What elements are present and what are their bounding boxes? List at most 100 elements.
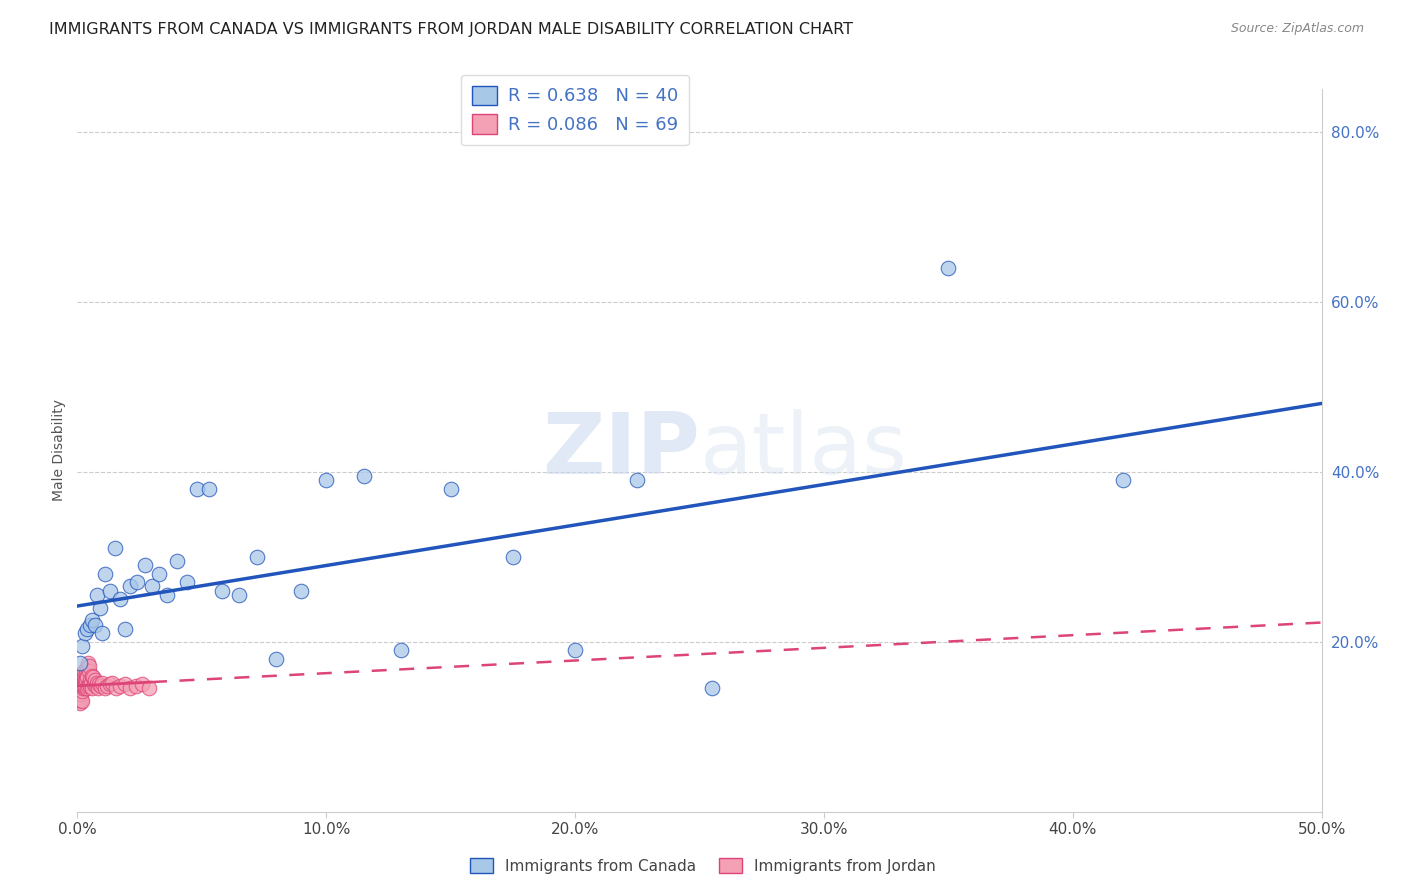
Point <box>156 588 179 602</box>
Point <box>101 675 124 690</box>
Point <box>87 681 110 696</box>
Point <box>70 694 93 708</box>
Point <box>73 670 96 684</box>
Point <box>73 667 96 681</box>
Point <box>86 675 108 690</box>
Point <box>114 677 136 691</box>
Point <box>77 665 100 679</box>
Point <box>131 677 153 691</box>
Point <box>439 482 461 496</box>
Point <box>82 670 104 684</box>
Point <box>700 681 723 696</box>
Point <box>77 677 100 691</box>
Legend: R = 0.638   N = 40, R = 0.086   N = 69: R = 0.638 N = 40, R = 0.086 N = 69 <box>461 75 689 145</box>
Point <box>166 554 188 568</box>
Point <box>67 683 90 698</box>
Point <box>76 622 98 636</box>
Legend: Immigrants from Canada, Immigrants from Jordan: Immigrants from Canada, Immigrants from … <box>464 852 942 880</box>
Point <box>134 558 156 573</box>
Point <box>73 665 96 679</box>
Point <box>67 681 90 696</box>
Point <box>69 687 91 701</box>
Point <box>73 673 96 687</box>
Point <box>75 667 97 681</box>
Point <box>245 549 267 564</box>
Point <box>67 691 90 706</box>
Point <box>73 681 96 696</box>
Point <box>82 614 104 628</box>
Point <box>91 675 114 690</box>
Point <box>148 566 170 581</box>
Point <box>186 482 208 496</box>
Point <box>67 694 90 708</box>
Point <box>75 679 97 693</box>
Point <box>73 626 96 640</box>
Point <box>83 617 105 632</box>
Point <box>79 673 101 687</box>
Point <box>76 660 98 674</box>
Point <box>82 681 104 696</box>
Point <box>76 656 98 670</box>
Point <box>89 677 111 691</box>
Point <box>138 681 160 696</box>
Point <box>114 622 136 636</box>
Point <box>228 588 250 602</box>
Point <box>66 679 89 693</box>
Point <box>626 473 648 487</box>
Text: ZIP: ZIP <box>541 409 700 492</box>
Point <box>502 549 524 564</box>
Point <box>89 600 111 615</box>
Point <box>69 696 91 710</box>
Point <box>141 579 163 593</box>
Point <box>69 686 91 700</box>
Point <box>564 643 586 657</box>
Point <box>80 669 103 683</box>
Point <box>86 588 108 602</box>
Point <box>96 679 118 693</box>
Point <box>108 679 131 693</box>
Point <box>73 677 96 691</box>
Point <box>70 681 93 696</box>
Point <box>290 583 312 598</box>
Text: Source: ZipAtlas.com: Source: ZipAtlas.com <box>1230 22 1364 36</box>
Point <box>93 681 115 696</box>
Point <box>72 673 94 687</box>
Point <box>118 681 141 696</box>
Point <box>72 673 94 687</box>
Point <box>69 692 91 706</box>
Point <box>75 673 97 687</box>
Point <box>76 670 98 684</box>
Point <box>72 677 94 691</box>
Point <box>70 684 93 698</box>
Point <box>108 592 131 607</box>
Point <box>67 686 90 700</box>
Point <box>79 617 101 632</box>
Point <box>83 673 105 687</box>
Point <box>266 651 288 665</box>
Point <box>104 681 127 696</box>
Point <box>77 658 100 673</box>
Point <box>1111 473 1133 487</box>
Point <box>84 679 107 693</box>
Point <box>198 482 221 496</box>
Point <box>80 675 103 690</box>
Point <box>389 643 412 657</box>
Point <box>72 639 94 653</box>
Point <box>69 656 91 670</box>
Point <box>90 679 112 693</box>
Point <box>353 469 375 483</box>
Point <box>69 690 91 704</box>
Text: atlas: atlas <box>700 409 907 492</box>
Text: IMMIGRANTS FROM CANADA VS IMMIGRANTS FROM JORDAN MALE DISABILITY CORRELATION CHA: IMMIGRANTS FROM CANADA VS IMMIGRANTS FRO… <box>49 22 853 37</box>
Point <box>93 566 115 581</box>
Point <box>69 692 91 706</box>
Point <box>76 681 98 696</box>
Point <box>211 583 233 598</box>
Point <box>125 575 148 590</box>
Point <box>936 260 959 275</box>
Point <box>70 679 93 693</box>
Point <box>83 677 105 691</box>
Point <box>67 690 90 704</box>
Point <box>77 679 100 693</box>
Point <box>66 677 89 691</box>
